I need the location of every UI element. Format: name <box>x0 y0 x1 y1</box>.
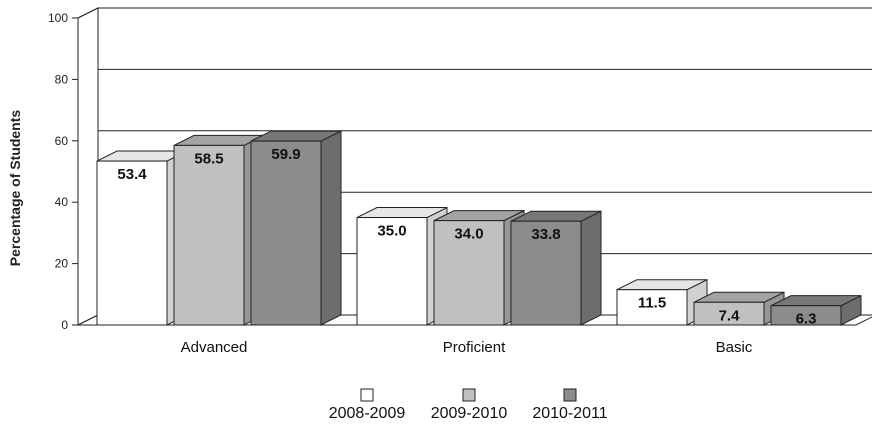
data-label: 53.4 <box>117 166 147 183</box>
y-tick-label: 100 <box>48 11 68 25</box>
y-tick-label: 0 <box>61 318 68 332</box>
bar-front <box>250 140 322 326</box>
y-tick-label: 40 <box>55 195 69 209</box>
bar-front <box>433 220 505 326</box>
bar <box>616 278 708 326</box>
bar <box>770 294 862 326</box>
data-label: 33.8 <box>531 226 560 243</box>
y-tick-label: 60 <box>55 134 69 148</box>
bar-front <box>356 217 428 326</box>
data-label: 34.0 <box>454 226 483 243</box>
bar-front <box>770 305 842 326</box>
legend-swatch <box>360 388 374 402</box>
x-tick-label: Proficient <box>443 339 506 356</box>
bar-side <box>580 210 602 326</box>
data-label: 6.3 <box>796 311 817 328</box>
bar-front <box>173 144 245 326</box>
x-tick-label: Basic <box>716 339 753 356</box>
data-label: 7.4 <box>719 307 741 324</box>
data-label: 59.9 <box>271 146 300 163</box>
bar <box>510 210 602 326</box>
legend-label: 2010-2011 <box>532 405 607 422</box>
data-label: 58.5 <box>194 150 223 167</box>
bar-front <box>96 160 168 326</box>
bar <box>250 130 342 326</box>
bar-side <box>320 130 342 326</box>
y-tick-label: 20 <box>55 257 69 271</box>
y-tick-label: 80 <box>55 72 69 86</box>
bar-front <box>693 301 765 326</box>
data-labels: 53.4 58.5 59.9 35.0 34.0 33.8 11.5 7.4 6.3 <box>117 146 816 328</box>
legend-label: 2008-2009 <box>329 405 406 422</box>
legend: 2008-2009 2009-2010 2010-2011 <box>329 388 608 422</box>
bar-front <box>616 289 688 326</box>
bar-front <box>510 220 582 326</box>
data-label: 35.0 <box>377 223 406 240</box>
y-axis-title: Percentage of Students <box>7 110 23 267</box>
bars <box>96 130 862 326</box>
data-label: 11.5 <box>638 295 666 312</box>
legend-label: 2009-2010 <box>431 405 508 422</box>
y-axis-side-wall <box>77 7 99 326</box>
x-tick-label: Advanced <box>181 339 248 356</box>
legend-swatch <box>462 388 476 402</box>
legend-swatch <box>563 388 577 402</box>
